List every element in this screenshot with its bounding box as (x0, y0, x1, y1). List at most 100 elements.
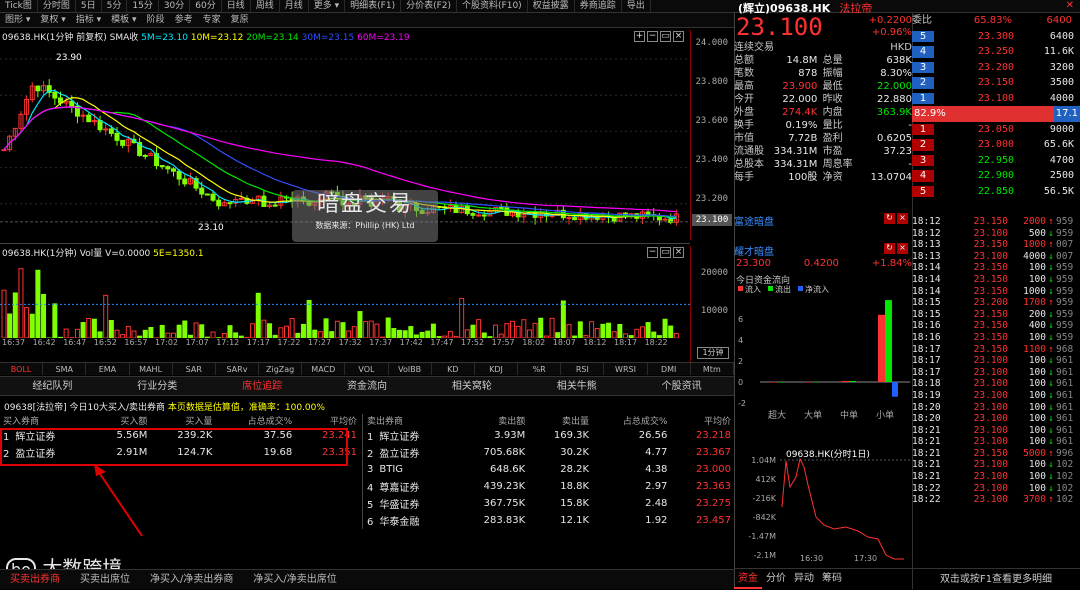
info-tab[interactable]: 经纪队列 (0, 377, 105, 395)
broker-mode-tab[interactable]: 净买入/净卖出席位 (243, 570, 346, 589)
indicator-tab[interactable]: MACD (302, 363, 345, 375)
bright-dark-label[interactable]: 耀才暗盘 (734, 247, 774, 258)
broker-mode-tab[interactable]: 买卖出席位 (70, 570, 140, 589)
toolbar-item[interactable]: 阶段 (142, 13, 170, 27)
info-tab[interactable]: 相关窝轮 (419, 377, 524, 395)
info-tab[interactable]: 资金流向 (315, 377, 420, 395)
buy-sell-ratio-bar: 82.9%17.1 (912, 106, 1080, 122)
indicator-tab[interactable]: ZigZag (259, 363, 302, 375)
indicator-tab[interactable]: VolBB (389, 363, 432, 375)
period-tab[interactable]: 导出 (622, 0, 651, 12)
vol-close-button[interactable]: × (673, 247, 684, 258)
zoom-out-button[interactable]: − (647, 31, 658, 42)
zoom-in-button[interactable]: + (634, 31, 645, 42)
indicator-tab[interactable]: BOLL (0, 363, 43, 375)
info-tab[interactable]: 个股资讯 (629, 377, 734, 395)
time-tick: 17:32 (339, 338, 362, 347)
interval-button[interactable]: 1分钟 (697, 347, 729, 359)
rich1-close-button[interactable]: × (897, 213, 908, 224)
indicator-tab[interactable]: SMA (43, 363, 86, 375)
indicator-tab[interactable]: SAR (173, 363, 216, 375)
tick-price: 23.150 (950, 332, 1008, 344)
info-tab[interactable]: 相关牛熊 (524, 377, 629, 395)
indicator-tab[interactable]: DMI (648, 363, 691, 375)
volume-chart[interactable] (0, 258, 690, 338)
period-tab[interactable]: 5分 (102, 0, 128, 12)
right-tab[interactable]: 分价 (762, 569, 790, 589)
toolbar-item[interactable]: 复权 ▾ (35, 13, 70, 27)
futu-dark-label[interactable]: 富途暗盘 (734, 217, 774, 228)
indicator-tab[interactable]: WRSI (604, 363, 647, 375)
period-tab[interactable]: 日线 (222, 0, 251, 12)
toolbar-item[interactable]: 参考 (170, 13, 198, 27)
right-tab[interactable]: 资金 (734, 569, 762, 589)
period-tab[interactable]: 60分 (190, 0, 221, 12)
toolbar-item[interactable]: 指标 ▾ (71, 13, 106, 27)
tick-broker: 959 (1056, 286, 1080, 298)
rich1-refresh-button[interactable]: ↻ (884, 213, 895, 224)
indicator-tab[interactable]: EMA (86, 363, 129, 375)
info-tab[interactable]: 席位追踪 (210, 377, 315, 395)
broker-mode-tab[interactable]: 净买入/净卖出券商 (140, 570, 243, 589)
tick-dir-icon: ↓ (1046, 413, 1056, 425)
period-tab[interactable]: 5日 (76, 0, 102, 12)
period-tab[interactable]: 券商追踪 (575, 0, 622, 12)
right-tab[interactable]: 异动 (790, 569, 818, 589)
close-panel-icon[interactable]: ✕ (1066, 0, 1074, 11)
period-tab[interactable]: 周线 (251, 0, 280, 12)
indicator-tab[interactable]: %R (518, 363, 561, 375)
vol-restore-button[interactable]: ▭ (660, 247, 671, 258)
indicator-tab[interactable]: Mtm (691, 363, 734, 375)
period-tab[interactable]: Tick图 (0, 0, 38, 12)
vol-zoom-out-button[interactable]: − (647, 247, 658, 258)
indicator-tab[interactable]: KD (432, 363, 475, 375)
period-tab[interactable]: 30分 (159, 0, 190, 12)
mini-ytick: 412K (755, 475, 776, 484)
mini-xtick: 16:30 (800, 554, 823, 563)
tick-broker: 102 (1056, 459, 1080, 471)
indicator-tab[interactable]: VOL (345, 363, 388, 375)
toolbar-item[interactable]: 模板 ▾ (106, 13, 141, 27)
rich2-refresh-button[interactable]: ↻ (884, 243, 895, 254)
period-tab[interactable]: 个股资料(F10) (457, 0, 528, 12)
tick-size: 100 (1008, 402, 1046, 414)
restore-button[interactable]: ▭ (660, 31, 671, 42)
period-tab[interactable]: 分时图 (38, 0, 76, 12)
period-tab[interactable]: 15分 (127, 0, 158, 12)
toolbar-item[interactable]: 专家 (198, 13, 226, 27)
period-tab[interactable]: 明细表(F1) (345, 0, 401, 12)
info-tab[interactable]: 行业分类 (105, 377, 210, 395)
sell-pct: 4.77 (592, 444, 670, 461)
toolbar-item[interactable]: 复原 (226, 13, 254, 27)
indicator-tab[interactable]: SARv (216, 363, 259, 375)
close-chart-button[interactable]: × (673, 31, 684, 42)
period-tab[interactable]: 权益披露 (528, 0, 575, 12)
right-tab[interactable]: 筹码 (818, 569, 846, 589)
indicator-tab[interactable]: MAHL (130, 363, 173, 375)
period-tab[interactable]: 更多 ▾ (309, 0, 345, 12)
toolbar-item[interactable]: 图形 ▾ (0, 13, 35, 27)
period-tab[interactable]: 分价表(F2) (401, 0, 457, 12)
indicator-tab[interactable]: KDJ (475, 363, 518, 375)
indicator-tab[interactable]: RSI (561, 363, 604, 375)
broker-mode-tab[interactable]: 买卖出券商 (0, 570, 70, 589)
rich2-close-button[interactable]: × (897, 243, 908, 254)
period-tab[interactable]: 月线 (280, 0, 309, 12)
